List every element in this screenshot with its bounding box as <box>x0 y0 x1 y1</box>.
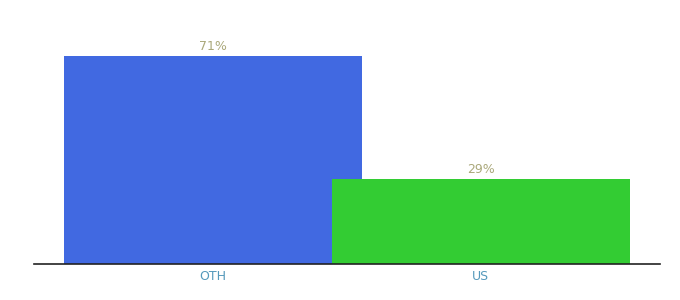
Bar <box>64 56 362 264</box>
Text: 71%: 71% <box>199 40 226 53</box>
Bar <box>332 179 630 264</box>
Text: 29%: 29% <box>467 163 495 176</box>
